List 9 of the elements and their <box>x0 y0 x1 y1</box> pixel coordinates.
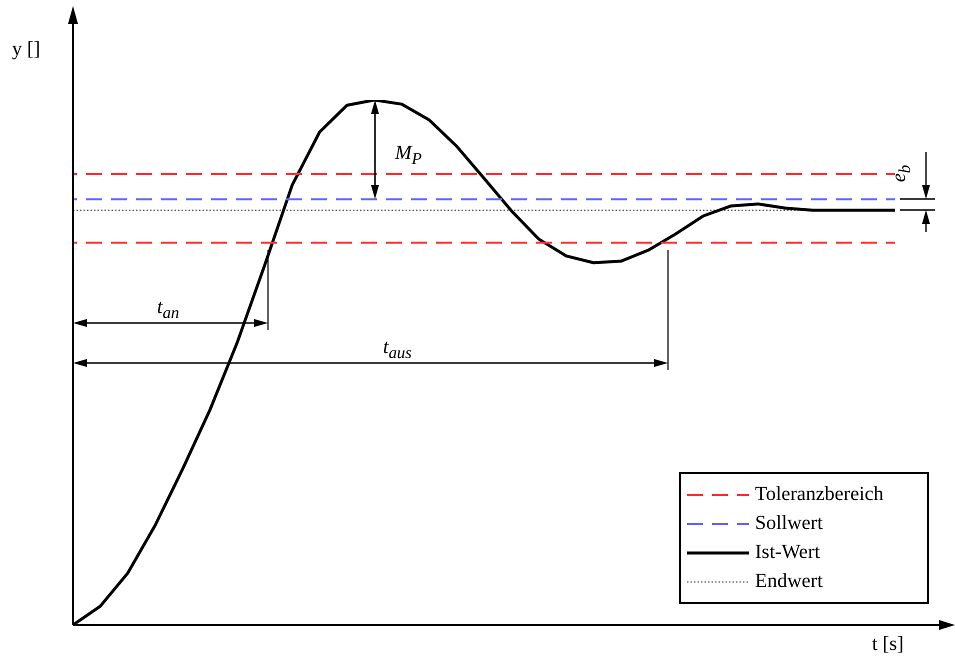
annotation: t$_{aus}$ <box>383 336 412 363</box>
legend-label: Endwert <box>755 570 823 593</box>
legend-label: Ist-Wert <box>755 541 820 564</box>
annotation: t$_{an}$ <box>157 296 180 323</box>
y-axis-title: y [] <box>12 38 40 61</box>
legend-label: Sollwert <box>755 512 823 535</box>
x-axis-title: t [s] <box>872 633 904 656</box>
annotation: M$_{P}$ <box>395 142 422 169</box>
legend-label: Toleranzbereich <box>755 483 884 506</box>
